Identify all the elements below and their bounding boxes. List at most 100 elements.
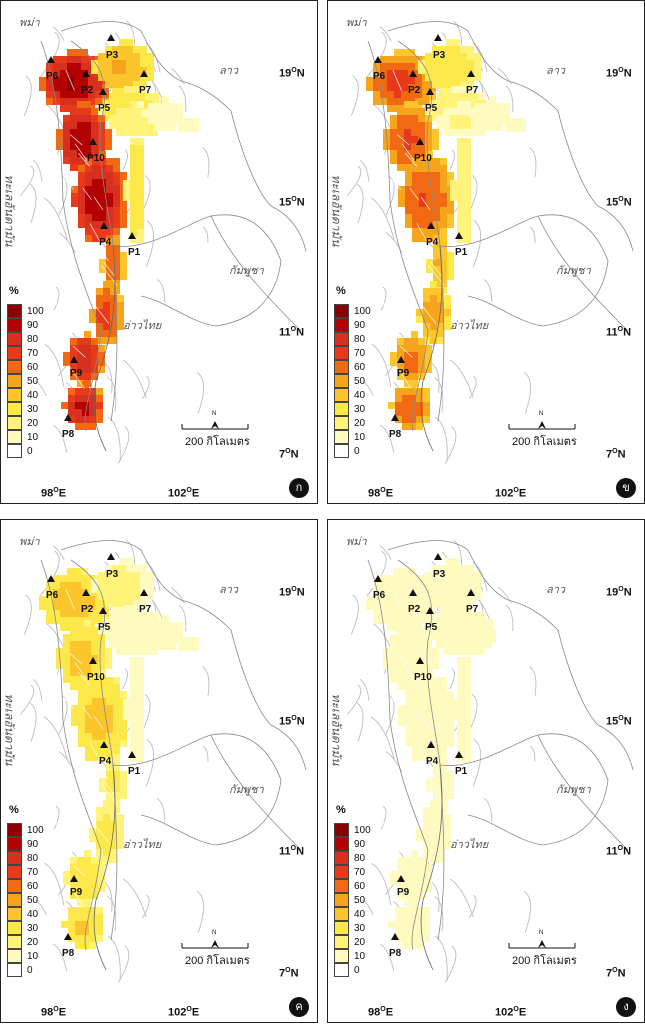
- hazard-cell: [123, 648, 130, 655]
- hazard-cell: [411, 122, 418, 129]
- station-label: P9: [70, 368, 83, 379]
- hazard-cell: [116, 641, 123, 648]
- hazard-cell: [411, 366, 418, 373]
- hazard-cell: [464, 101, 471, 108]
- hazard-cell: [404, 352, 411, 359]
- legend-swatch: [334, 332, 349, 346]
- hazard-cell: [147, 74, 154, 81]
- legend-label: 90: [27, 839, 39, 850]
- hazard-cell: [106, 207, 113, 214]
- hazard-cell: [82, 395, 89, 402]
- hazard-cell: [91, 108, 98, 115]
- hazard-cell: [380, 596, 387, 603]
- hazard-cell: [433, 252, 440, 259]
- hazard-cell: [70, 373, 77, 380]
- hazard-cell: [366, 84, 373, 91]
- hazard-cell: [439, 600, 446, 607]
- hazard-cell: [70, 885, 77, 892]
- fault-line: [170, 587, 185, 604]
- hazard-cell: [479, 93, 486, 100]
- north-label: N: [212, 930, 217, 936]
- hazard-cell: [95, 98, 102, 105]
- fault-line: [145, 739, 155, 787]
- hazard-cell: [450, 634, 457, 641]
- legend-swatch: [7, 346, 22, 360]
- station-marker-icon: [107, 553, 115, 560]
- hazard-cell: [77, 345, 84, 352]
- hazard-cell: [440, 186, 447, 193]
- hazard-cell: [123, 129, 130, 136]
- hazard-cell: [82, 416, 89, 423]
- hazard-cell: [457, 138, 464, 145]
- hazard-cell: [425, 352, 432, 359]
- hazard-cell: [151, 129, 158, 136]
- hazard-cell: [98, 885, 105, 892]
- hazard-cell: [453, 74, 460, 81]
- hazard-cell: [70, 115, 77, 122]
- hazard-cell: [411, 101, 418, 108]
- fault-line: [416, 223, 428, 243]
- hazard-cell: [126, 81, 133, 88]
- hazard-cell: [440, 733, 447, 740]
- scale-bar: [181, 943, 249, 949]
- hazard-cell: [84, 129, 91, 136]
- hazard-cell: [467, 46, 474, 53]
- hazard-cell: [418, 67, 425, 74]
- hazard-cell: [446, 565, 453, 572]
- hazard-cell: [503, 110, 510, 117]
- hazard-cell: [98, 579, 105, 586]
- lon-98: 98OE: [368, 487, 394, 500]
- hazard-cell: [99, 186, 106, 193]
- hazard-cell: [457, 201, 464, 208]
- station-label: P3: [106, 50, 119, 61]
- hazard-cell: [433, 771, 440, 778]
- hazard-cell: [404, 634, 411, 641]
- hazard-cell: [451, 619, 458, 626]
- hazard-cell: [77, 157, 84, 164]
- fault-line: [422, 825, 437, 843]
- hazard-cell: [446, 53, 453, 60]
- hazard-cell: [458, 605, 465, 612]
- hazard-cell: [475, 110, 482, 117]
- station-marker-icon: [416, 138, 424, 145]
- hazard-cell: [412, 214, 419, 221]
- legend-swatch: [7, 374, 22, 388]
- hazard-cell: [387, 77, 394, 84]
- hazard-cell: [120, 221, 127, 228]
- hazard-cell: [105, 81, 112, 88]
- hazard-cell: [416, 309, 423, 316]
- hazard-cell: [405, 726, 412, 733]
- hazard-cell: [453, 60, 460, 67]
- hazard-cell: [422, 98, 429, 105]
- hazard-cell: [426, 684, 433, 691]
- hazard-cell: [401, 589, 408, 596]
- hazard-cell: [105, 136, 112, 143]
- hazard-cell: [96, 295, 103, 302]
- hazard-cell: [415, 56, 422, 63]
- hazard-cell: [416, 423, 423, 430]
- hazard-cell: [489, 636, 496, 643]
- legend-label: 10: [354, 432, 366, 443]
- hazard-cell: [106, 172, 113, 179]
- hazard-cell: [395, 914, 402, 921]
- hazard-cell: [88, 610, 95, 617]
- hazard-cell: [46, 98, 53, 105]
- hazard-cell: [447, 214, 454, 221]
- station-label: P7: [466, 604, 479, 615]
- hazard-cell: [404, 108, 411, 115]
- hazard-cell: [425, 143, 432, 150]
- hazard-cell: [409, 900, 416, 907]
- station-marker-icon: [70, 875, 78, 882]
- hazard-cell: [74, 589, 81, 596]
- hazard-cell: [446, 579, 453, 586]
- hazard-cell: [70, 857, 77, 864]
- hazard-cell: [489, 110, 496, 117]
- station-marker-icon: [374, 56, 382, 63]
- hazard-cell: [423, 849, 430, 856]
- hazard-cell: [106, 771, 113, 778]
- lat-11: 11ON: [279, 326, 305, 339]
- hazard-cell: [112, 46, 119, 53]
- fault-line: [98, 373, 112, 398]
- hazard-cell: [91, 143, 98, 150]
- hazard-zones: [39, 39, 199, 430]
